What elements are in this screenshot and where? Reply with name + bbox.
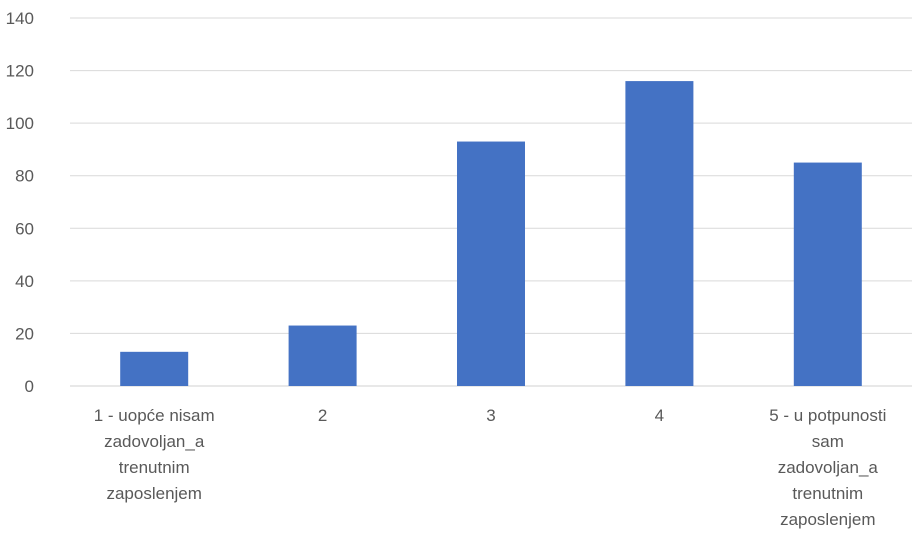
y-tick-label: 100 bbox=[6, 114, 34, 133]
x-category-label: trenutnim bbox=[119, 458, 190, 477]
bar bbox=[457, 141, 525, 386]
bar bbox=[625, 81, 694, 386]
x-category-label: 4 bbox=[655, 406, 664, 425]
x-category-label: zaposlenjem bbox=[106, 484, 201, 503]
y-tick-label: 60 bbox=[15, 219, 34, 238]
bars bbox=[120, 81, 862, 386]
bar bbox=[288, 325, 357, 386]
x-category-label: zadovoljan_a bbox=[778, 458, 879, 477]
y-tick-label: 40 bbox=[15, 272, 34, 291]
y-tick-label: 80 bbox=[15, 167, 34, 186]
x-category-label: zadovoljan_a bbox=[104, 432, 205, 451]
x-category-label: 3 bbox=[486, 406, 495, 425]
bar bbox=[120, 351, 189, 386]
x-category-label: sam bbox=[812, 432, 844, 451]
x-category-label: 5 - u potpunosti bbox=[769, 406, 886, 425]
y-axis-tick-labels: 0 20 40 60 80 100 120 140 bbox=[6, 9, 34, 396]
x-category-label: 2 bbox=[318, 406, 327, 425]
x-category-label: trenutnim bbox=[792, 484, 863, 503]
y-tick-label: 20 bbox=[15, 324, 34, 343]
x-axis-category-labels: 1 - uopće nisam zadovoljan_a trenutnim zapo… bbox=[94, 406, 887, 529]
y-tick-label: 120 bbox=[6, 62, 34, 81]
x-category-label: zaposlenjem bbox=[780, 510, 875, 529]
y-tick-label: 140 bbox=[6, 9, 34, 28]
y-tick-label: 0 bbox=[25, 377, 34, 396]
bar bbox=[793, 162, 862, 386]
x-category-label: 1 - uopće nisam bbox=[94, 406, 215, 425]
